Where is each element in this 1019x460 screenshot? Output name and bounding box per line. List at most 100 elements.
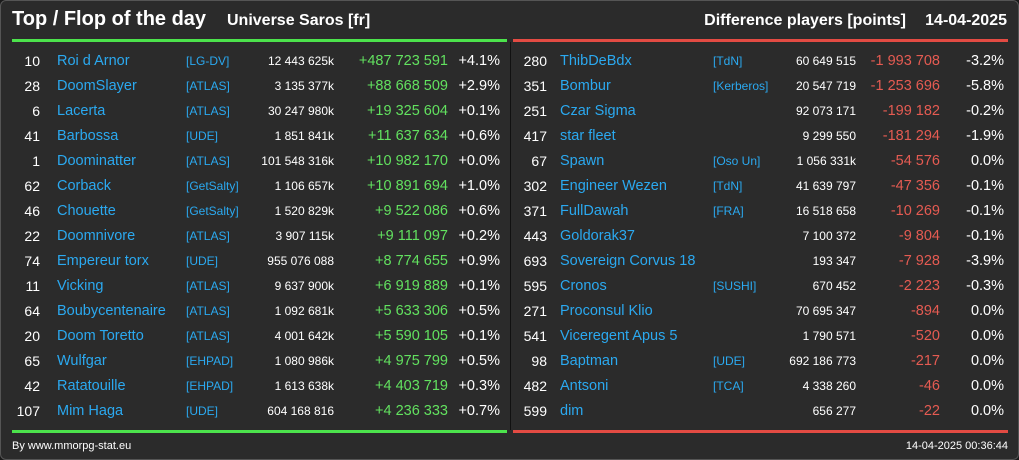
- player-name-link[interactable]: Doominatter: [57, 153, 136, 169]
- percent-change: 0.0%: [970, 353, 1004, 369]
- percent-change: 0.0%: [970, 303, 1004, 319]
- player-row: 11 Vicking [ATLAS] 9 637 900k +6 919 889 +0.1…: [11, 274, 509, 299]
- points-difference: -54 576: [890, 153, 940, 169]
- player-total-points: 692 186 773: [789, 354, 856, 368]
- player-name-link[interactable]: Ratatouille: [57, 378, 126, 394]
- player-name-link[interactable]: Chouette: [57, 203, 116, 219]
- alliance-tag-link[interactable]: [ATLAS]: [186, 229, 230, 243]
- percent-change: -3.9%: [966, 253, 1004, 269]
- alliance-tag-link[interactable]: [ATLAS]: [186, 104, 230, 118]
- alliance-tag-link[interactable]: [ATLAS]: [186, 79, 230, 93]
- player-rank: 595: [523, 278, 547, 294]
- player-name-link[interactable]: FullDawah: [560, 203, 629, 219]
- points-difference: +4 236 333: [375, 403, 448, 419]
- alliance-tag-link[interactable]: [TdN]: [713, 179, 743, 193]
- alliance-tag-link[interactable]: [TdN]: [713, 54, 743, 68]
- alliance-tag-link[interactable]: [EHPAD]: [186, 354, 234, 368]
- points-difference: +88 668 509: [366, 78, 448, 94]
- player-name-link[interactable]: Roi d Arnor: [57, 53, 130, 69]
- alliance-tag-link[interactable]: [UDE]: [713, 354, 746, 368]
- player-name-link[interactable]: Bombur: [560, 78, 611, 94]
- player-total-points: 1 056 331k: [796, 154, 856, 168]
- player-rank: 417: [523, 128, 547, 144]
- player-row: 351 Bombur [Kerberos] 20 547 719 -1 253 696 -…: [511, 74, 1009, 99]
- alliance-tag-link[interactable]: [FRA]: [713, 204, 744, 218]
- player-row: 280 ThibDeBdx [TdN] 60 649 515 -1 993 708 -3.…: [511, 49, 1009, 74]
- player-total-points: 9 637 900k: [274, 279, 334, 293]
- alliance-tag-link[interactable]: [UDE]: [186, 254, 219, 268]
- player-row: 482 Antsoni [TCA] 4 338 260 -46 0.0%: [511, 374, 1009, 399]
- alliance-tag-link[interactable]: [GetSalty]: [186, 179, 239, 193]
- flop-accent-line: [513, 39, 1008, 42]
- player-name-link[interactable]: DoomSlayer: [57, 78, 137, 94]
- player-rank: 10: [24, 53, 40, 69]
- player-name-link[interactable]: Czar Sigma: [560, 103, 636, 119]
- player-name-link[interactable]: Sovereign Corvus 18: [560, 253, 696, 269]
- alliance-tag-link[interactable]: [SUSHI]: [713, 279, 757, 293]
- player-row: 74 Empereur torx [UDE] 955 076 088 +8 774 65…: [11, 249, 509, 274]
- alliance-tag-link[interactable]: [Oso Un]: [713, 154, 761, 168]
- player-name-link[interactable]: Doom Toretto: [57, 328, 144, 344]
- points-difference: +10 982 170: [366, 153, 448, 169]
- player-row: 1 Doominatter [ATLAS] 101 548 316k +10 982 1…: [11, 149, 509, 174]
- player-name-link[interactable]: Empereur torx: [57, 253, 149, 269]
- player-name-link[interactable]: Mim Haga: [57, 403, 124, 419]
- player-name-link[interactable]: Goldorak37: [560, 228, 635, 244]
- player-name-link[interactable]: Wulfgar: [57, 353, 107, 369]
- alliance-tag-link[interactable]: [ATLAS]: [186, 329, 230, 343]
- header: Top / Flop of the day Universe Saros [fr…: [1, 1, 1018, 39]
- alliance-tag-link[interactable]: [EHPAD]: [186, 379, 234, 393]
- percent-change: -5.8%: [966, 78, 1004, 94]
- generated-timestamp: 14-04-2025 00:36:44: [905, 440, 1008, 452]
- player-name-link[interactable]: Doomnivore: [57, 228, 136, 244]
- player-name-link[interactable]: dim: [560, 403, 584, 419]
- player-name-link[interactable]: Corback: [57, 178, 111, 194]
- alliance-tag-link[interactable]: [LG-DV]: [186, 54, 230, 68]
- player-name-link[interactable]: Cronos: [560, 278, 607, 294]
- points-difference: +9 522 086: [375, 203, 448, 219]
- player-name-link[interactable]: Proconsul Klio: [560, 303, 653, 319]
- player-name-link[interactable]: Baptman: [560, 353, 619, 369]
- percent-change: +0.2%: [458, 228, 500, 244]
- player-rank: 6: [32, 103, 40, 119]
- player-name-link[interactable]: Vicking: [57, 278, 104, 294]
- player-total-points: 604 168 816: [267, 404, 334, 418]
- alliance-tag-link[interactable]: [Kerberos]: [713, 79, 769, 93]
- points-difference: +19 325 604: [366, 103, 448, 119]
- points-difference: +487 723 591: [358, 53, 448, 69]
- alliance-tag-link[interactable]: [ATLAS]: [186, 304, 230, 318]
- player-name-link[interactable]: ThibDeBdx: [560, 53, 632, 69]
- alliance-tag-link[interactable]: [ATLAS]: [186, 279, 230, 293]
- alliance-tag-link[interactable]: [UDE]: [186, 404, 219, 418]
- percent-change: +0.1%: [458, 278, 500, 294]
- player-row: 271 Proconsul Klio 70 695 347 -894 0.0%: [511, 299, 1009, 324]
- player-name-link[interactable]: Engineer Wezen: [560, 178, 667, 194]
- player-rank: 541: [523, 328, 547, 344]
- player-name-link[interactable]: Antsoni: [560, 378, 609, 394]
- player-name-link[interactable]: star fleet: [560, 128, 616, 144]
- points-difference: +4 975 799: [375, 353, 448, 369]
- player-rank: 42: [24, 378, 40, 394]
- percent-change: +0.7%: [458, 403, 500, 419]
- alliance-tag-link[interactable]: [UDE]: [186, 129, 219, 143]
- alliance-tag-link[interactable]: [GetSalty]: [186, 204, 239, 218]
- player-rank: 41: [24, 128, 40, 144]
- player-name-link[interactable]: Spawn: [560, 153, 605, 169]
- player-rank: 599: [523, 403, 547, 419]
- player-total-points: 3 135 377k: [274, 79, 334, 93]
- percent-change: +0.5%: [458, 353, 500, 369]
- player-name-link[interactable]: Barbossa: [57, 128, 119, 144]
- panel-divider: [510, 42, 511, 430]
- alliance-tag-link[interactable]: [ATLAS]: [186, 154, 230, 168]
- player-row: 62 Corback [GetSalty] 1 106 657k +10 891 694…: [11, 174, 509, 199]
- player-name-link[interactable]: Boubycentenaire: [57, 303, 166, 319]
- player-name-link[interactable]: Lacerta: [57, 103, 106, 119]
- alliance-tag-link[interactable]: [TCA]: [713, 379, 744, 393]
- percent-change: +4.1%: [458, 53, 500, 69]
- player-rank: 98: [531, 353, 547, 369]
- player-total-points: 1 080 986k: [274, 354, 334, 368]
- player-row: 417 star fleet 9 299 550 -181 294 -1.9%: [511, 124, 1009, 149]
- player-name-link[interactable]: Viceregent Apus 5: [560, 328, 678, 344]
- player-row: 541 Viceregent Apus 5 1 790 571 -520 0.0%: [511, 324, 1009, 349]
- player-total-points: 30 247 980k: [267, 104, 334, 118]
